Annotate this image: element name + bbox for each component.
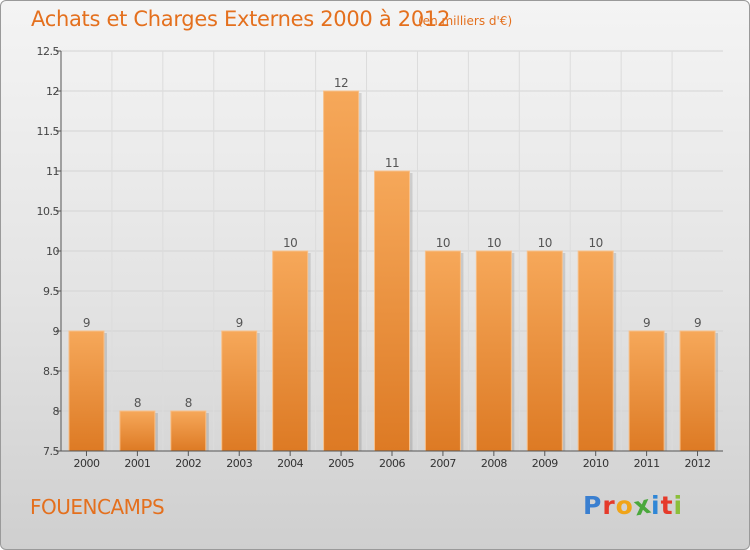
y-tick-label: 8: [53, 405, 60, 418]
bar: [526, 250, 563, 452]
y-tick-label: 10: [46, 245, 59, 258]
chart-subtitle: (en milliers d'€): [418, 14, 513, 28]
bar-value-label: 9: [694, 316, 701, 330]
bar-value-label: 11: [385, 156, 399, 170]
x-tick-label: 2004: [277, 457, 303, 470]
logo-letter: i: [651, 491, 661, 520]
logo-letter: o: [615, 491, 634, 520]
x-tick-label: 2002: [175, 457, 201, 470]
x-tick-label: 2011: [634, 457, 660, 470]
y-tick-label: 12.5: [37, 45, 60, 58]
x-tick-label: 2008: [481, 457, 507, 470]
bar: [68, 330, 105, 452]
y-tick-label: 11: [46, 165, 59, 178]
commune-name: FOUENCAMPS: [30, 495, 165, 519]
bar-value-label: 8: [134, 396, 141, 410]
x-tick-label: 2010: [583, 457, 609, 470]
x-tick-label: 2012: [685, 457, 711, 470]
y-tick-label: 9: [53, 325, 60, 338]
y-tick-label: 11.5: [37, 125, 60, 138]
bar: [170, 410, 207, 452]
bar: [119, 410, 156, 452]
x-tick-label: 2009: [532, 457, 558, 470]
y-tick-label: 7.5: [43, 445, 59, 458]
bar: [272, 250, 309, 452]
labels: 7.5 8 8.5 9 9.5 10 10.5 11 11.5 12 12.5 9 2000 8 2001 8…: [37, 45, 712, 470]
bar-value-label: 12: [334, 76, 348, 90]
x-tick-label: 2005: [328, 457, 354, 470]
x-tick-label: 2007: [430, 457, 456, 470]
y-tick-label: 9.5: [43, 285, 59, 298]
bar-value-label: 9: [236, 316, 243, 330]
bars: [68, 90, 719, 452]
logo-letter: r: [602, 491, 616, 520]
bar-value-label: 10: [538, 236, 552, 250]
bar: [577, 250, 614, 452]
bar: [679, 330, 716, 452]
bar: [475, 250, 512, 452]
x-tick-label: 2000: [73, 457, 99, 470]
y-tick-label: 8.5: [43, 365, 59, 378]
bar: [221, 330, 258, 452]
bar: [424, 250, 461, 452]
proxiti-logo: Proxiti: [583, 490, 684, 522]
bar-value-label: 10: [487, 236, 501, 250]
bar-value-label: 10: [589, 236, 603, 250]
bar: [323, 90, 360, 452]
bar-value-label: 9: [643, 316, 650, 330]
y-tick-label: 10.5: [37, 205, 60, 218]
bar-value-label: 10: [283, 236, 297, 250]
chart-title: Achats et Charges Externes 2000 à 2012: [31, 7, 451, 31]
bar-value-label: 10: [436, 236, 450, 250]
x-tick-label: 2003: [226, 457, 252, 470]
logo-letter: P: [583, 491, 603, 520]
y-tick-label: 12: [46, 85, 59, 98]
bar-value-label: 9: [83, 316, 90, 330]
axes: [56, 50, 723, 456]
bar: [628, 330, 665, 452]
bar: [374, 170, 410, 452]
x-tick-label: 2006: [379, 457, 405, 470]
logo-letter: t: [660, 491, 674, 520]
logo-letter: i: [673, 491, 684, 520]
x-tick-label: 2001: [124, 457, 150, 470]
bar-value-label: 8: [185, 396, 192, 410]
